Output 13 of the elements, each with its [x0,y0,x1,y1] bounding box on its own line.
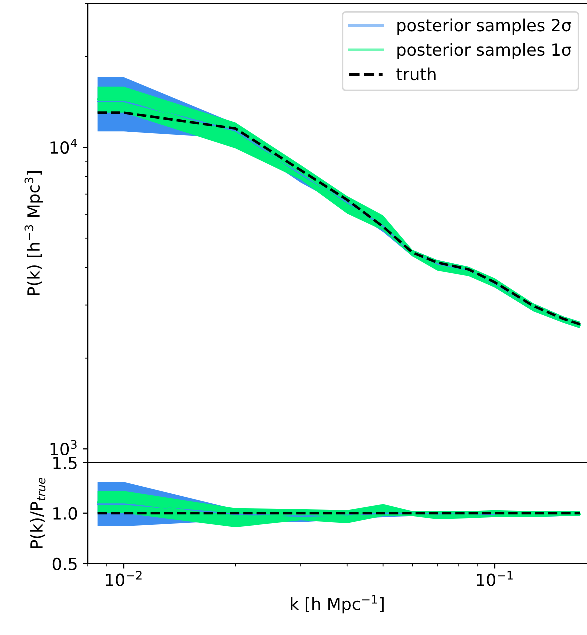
legend-label: posterior samples 2σ [398,18,572,35]
y-tick-label: 10$^{3}$ [50,440,77,456]
x-axis-title: k [h Mpc$^{−1}$] [291,595,384,614]
x-tick-label: 10$^{−1}$ [477,571,513,586]
legend-label: truth [396,68,436,81]
legend-label: posterior samples 1σ [398,43,572,60]
y-axis-title: P(k)/P$_{true}$ [30,478,46,548]
y-tick-label: 10$^{4}$ [50,138,78,154]
y-tick-label: 1.5 [54,457,77,470]
x-tick-label: 10$^{−2}$ [106,571,142,586]
y-axis-title: P(k) [h$^{−3}$ Mpc$^{3}$] [24,171,44,296]
y-tick-label: 1.0 [54,507,78,520]
y-tick-label: 0.5 [52,558,77,570]
